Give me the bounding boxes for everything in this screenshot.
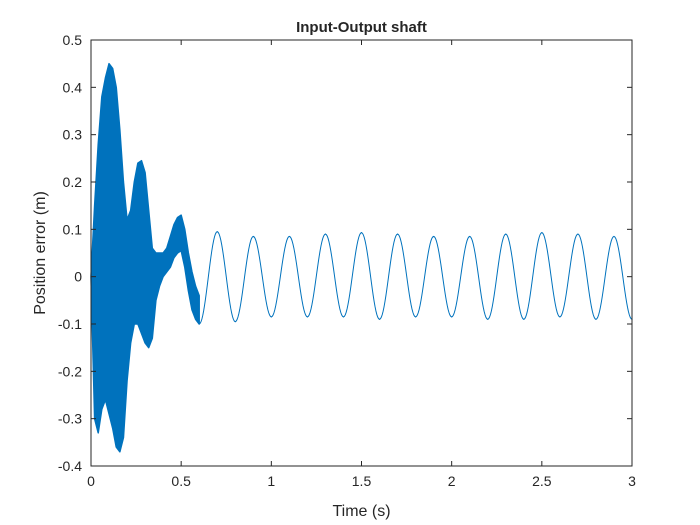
x-tick-label: 2: [448, 473, 456, 489]
trough-point: [342, 316, 345, 318]
y-tick-label: -0.3: [58, 411, 82, 427]
y-tick-label: 0.2: [63, 174, 83, 190]
peak-point: [577, 233, 579, 235]
x-tick-label: 1.5: [352, 473, 372, 489]
peak-point: [288, 235, 290, 238]
peak-point: [360, 232, 363, 234]
y-tick-label: -0.4: [58, 458, 82, 474]
trough-point: [559, 316, 561, 318]
peak-point: [396, 233, 399, 235]
trough-point: [451, 316, 453, 318]
x-tick-label: 3: [628, 473, 636, 489]
trough-point: [595, 318, 597, 320]
trough-point: [234, 321, 236, 323]
x-axis-label: Time (s): [332, 503, 390, 520]
trough-point: [415, 316, 417, 318]
transient-band: [90, 62, 200, 453]
peak-point: [541, 232, 543, 234]
y-tick-label: 0.4: [63, 79, 83, 95]
y-tick-label: -0.2: [58, 363, 82, 379]
peak-point: [469, 235, 471, 238]
trough-point: [270, 316, 272, 318]
trough-point: [378, 318, 381, 320]
y-tick-label: 0.5: [63, 32, 83, 48]
y-tick-label: 0.3: [63, 127, 83, 143]
peak-point: [252, 235, 254, 238]
chart-title: Input-Output shaft: [296, 19, 427, 36]
y-tick-label: -0.1: [58, 316, 82, 332]
peak-point: [505, 233, 507, 235]
peak-point: [433, 235, 435, 238]
trough-point: [306, 316, 308, 318]
y-tick-label: 0.1: [63, 221, 83, 237]
data-layer: [90, 62, 633, 453]
x-tick-label: 2.5: [532, 473, 552, 489]
peak-point: [324, 233, 327, 235]
trough-point: [523, 318, 525, 320]
peak-point: [613, 235, 615, 238]
x-tick-label: 1: [267, 473, 275, 489]
ticks-layer: 0 0.5 1 1.5 2 2.5 3 -0.4 -0.3 -0.2 -0.1 0 0.1 0.2 0.3 0…: [58, 32, 636, 489]
trough-point: [487, 318, 489, 320]
x-tick-label: 0.5: [171, 473, 191, 489]
y-tick-label: 0: [74, 269, 82, 285]
y-axis-label: Position error (m): [32, 191, 49, 315]
x-tick-label: 0: [87, 473, 95, 489]
peak-point: [216, 231, 218, 233]
